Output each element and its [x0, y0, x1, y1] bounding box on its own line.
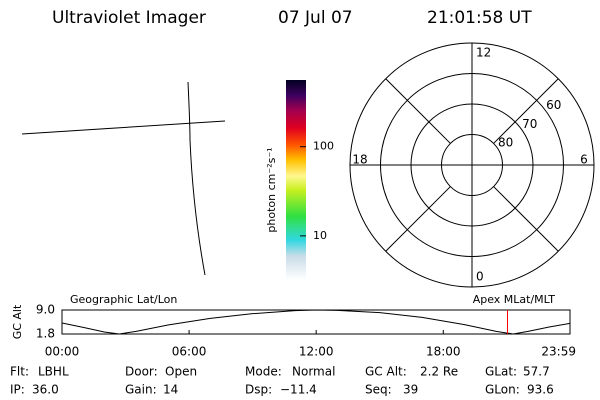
mlt-label: 0: [476, 270, 484, 284]
field-label: GLat:: [485, 365, 517, 379]
x-tick-label: 06:00: [172, 345, 207, 359]
map-latitude: [21, 120, 226, 135]
time: 21:01:58 UT: [427, 8, 532, 28]
field-value: LBHL: [38, 365, 69, 379]
field-label: Flt:: [10, 365, 29, 379]
field-label: Gain:: [125, 383, 157, 397]
spoke: [385, 186, 451, 252]
colorbar-tick-label: 100: [313, 140, 334, 153]
field-value: Open: [165, 365, 197, 379]
map-longitude: [187, 81, 206, 276]
x-tick-label: 12:00: [299, 345, 334, 359]
field-label: Mode:: [245, 365, 282, 379]
y-tick-label: 1.8: [36, 327, 55, 341]
lat-label: 70: [522, 117, 537, 131]
colorbar: [286, 80, 306, 280]
title: Ultraviolet Imager: [52, 8, 206, 28]
x-tick-label: 23:59: [541, 345, 576, 359]
field-value: −11.4: [280, 383, 317, 397]
colorbar-tick-label: 10: [313, 229, 327, 242]
altitude-line: [61, 309, 571, 335]
x-tick-label: 00:00: [45, 345, 80, 359]
field-value: 39: [403, 383, 418, 397]
mlt-label: 6: [580, 153, 588, 167]
lat-label: 80: [498, 136, 513, 150]
mlt-label: 12: [476, 46, 491, 60]
field-value: 2.2 Re: [420, 365, 458, 379]
field-value: 14: [163, 383, 178, 397]
field-value: 57.7: [523, 365, 550, 379]
field-value: 36.0: [32, 383, 59, 397]
left-label: Geographic Lat/Lon: [70, 293, 177, 306]
field-label: IP:: [10, 383, 25, 397]
field-label: Seq:: [365, 383, 392, 397]
y-axis-label: GC Alt: [11, 304, 24, 339]
colorbar-label: photon cm⁻²s⁻¹: [265, 147, 278, 232]
field-label: GC Alt:: [365, 365, 407, 379]
lat-label: 60: [546, 98, 561, 112]
spoke: [493, 186, 559, 252]
x-tick-label: 18:00: [426, 345, 461, 359]
mlt-label: 18: [352, 153, 367, 167]
date: 07 Jul 07: [278, 8, 353, 28]
field-label: Dsp:: [245, 383, 272, 397]
spoke: [493, 78, 559, 144]
right-label: Apex MLat/MLT: [473, 293, 556, 306]
y-tick-label: 9.0: [36, 303, 55, 317]
field-label: GLon:: [485, 383, 520, 397]
field-label: Door:: [125, 365, 158, 379]
spoke: [385, 78, 451, 144]
field-value: Normal: [292, 365, 335, 379]
field-value: 93.6: [527, 383, 554, 397]
